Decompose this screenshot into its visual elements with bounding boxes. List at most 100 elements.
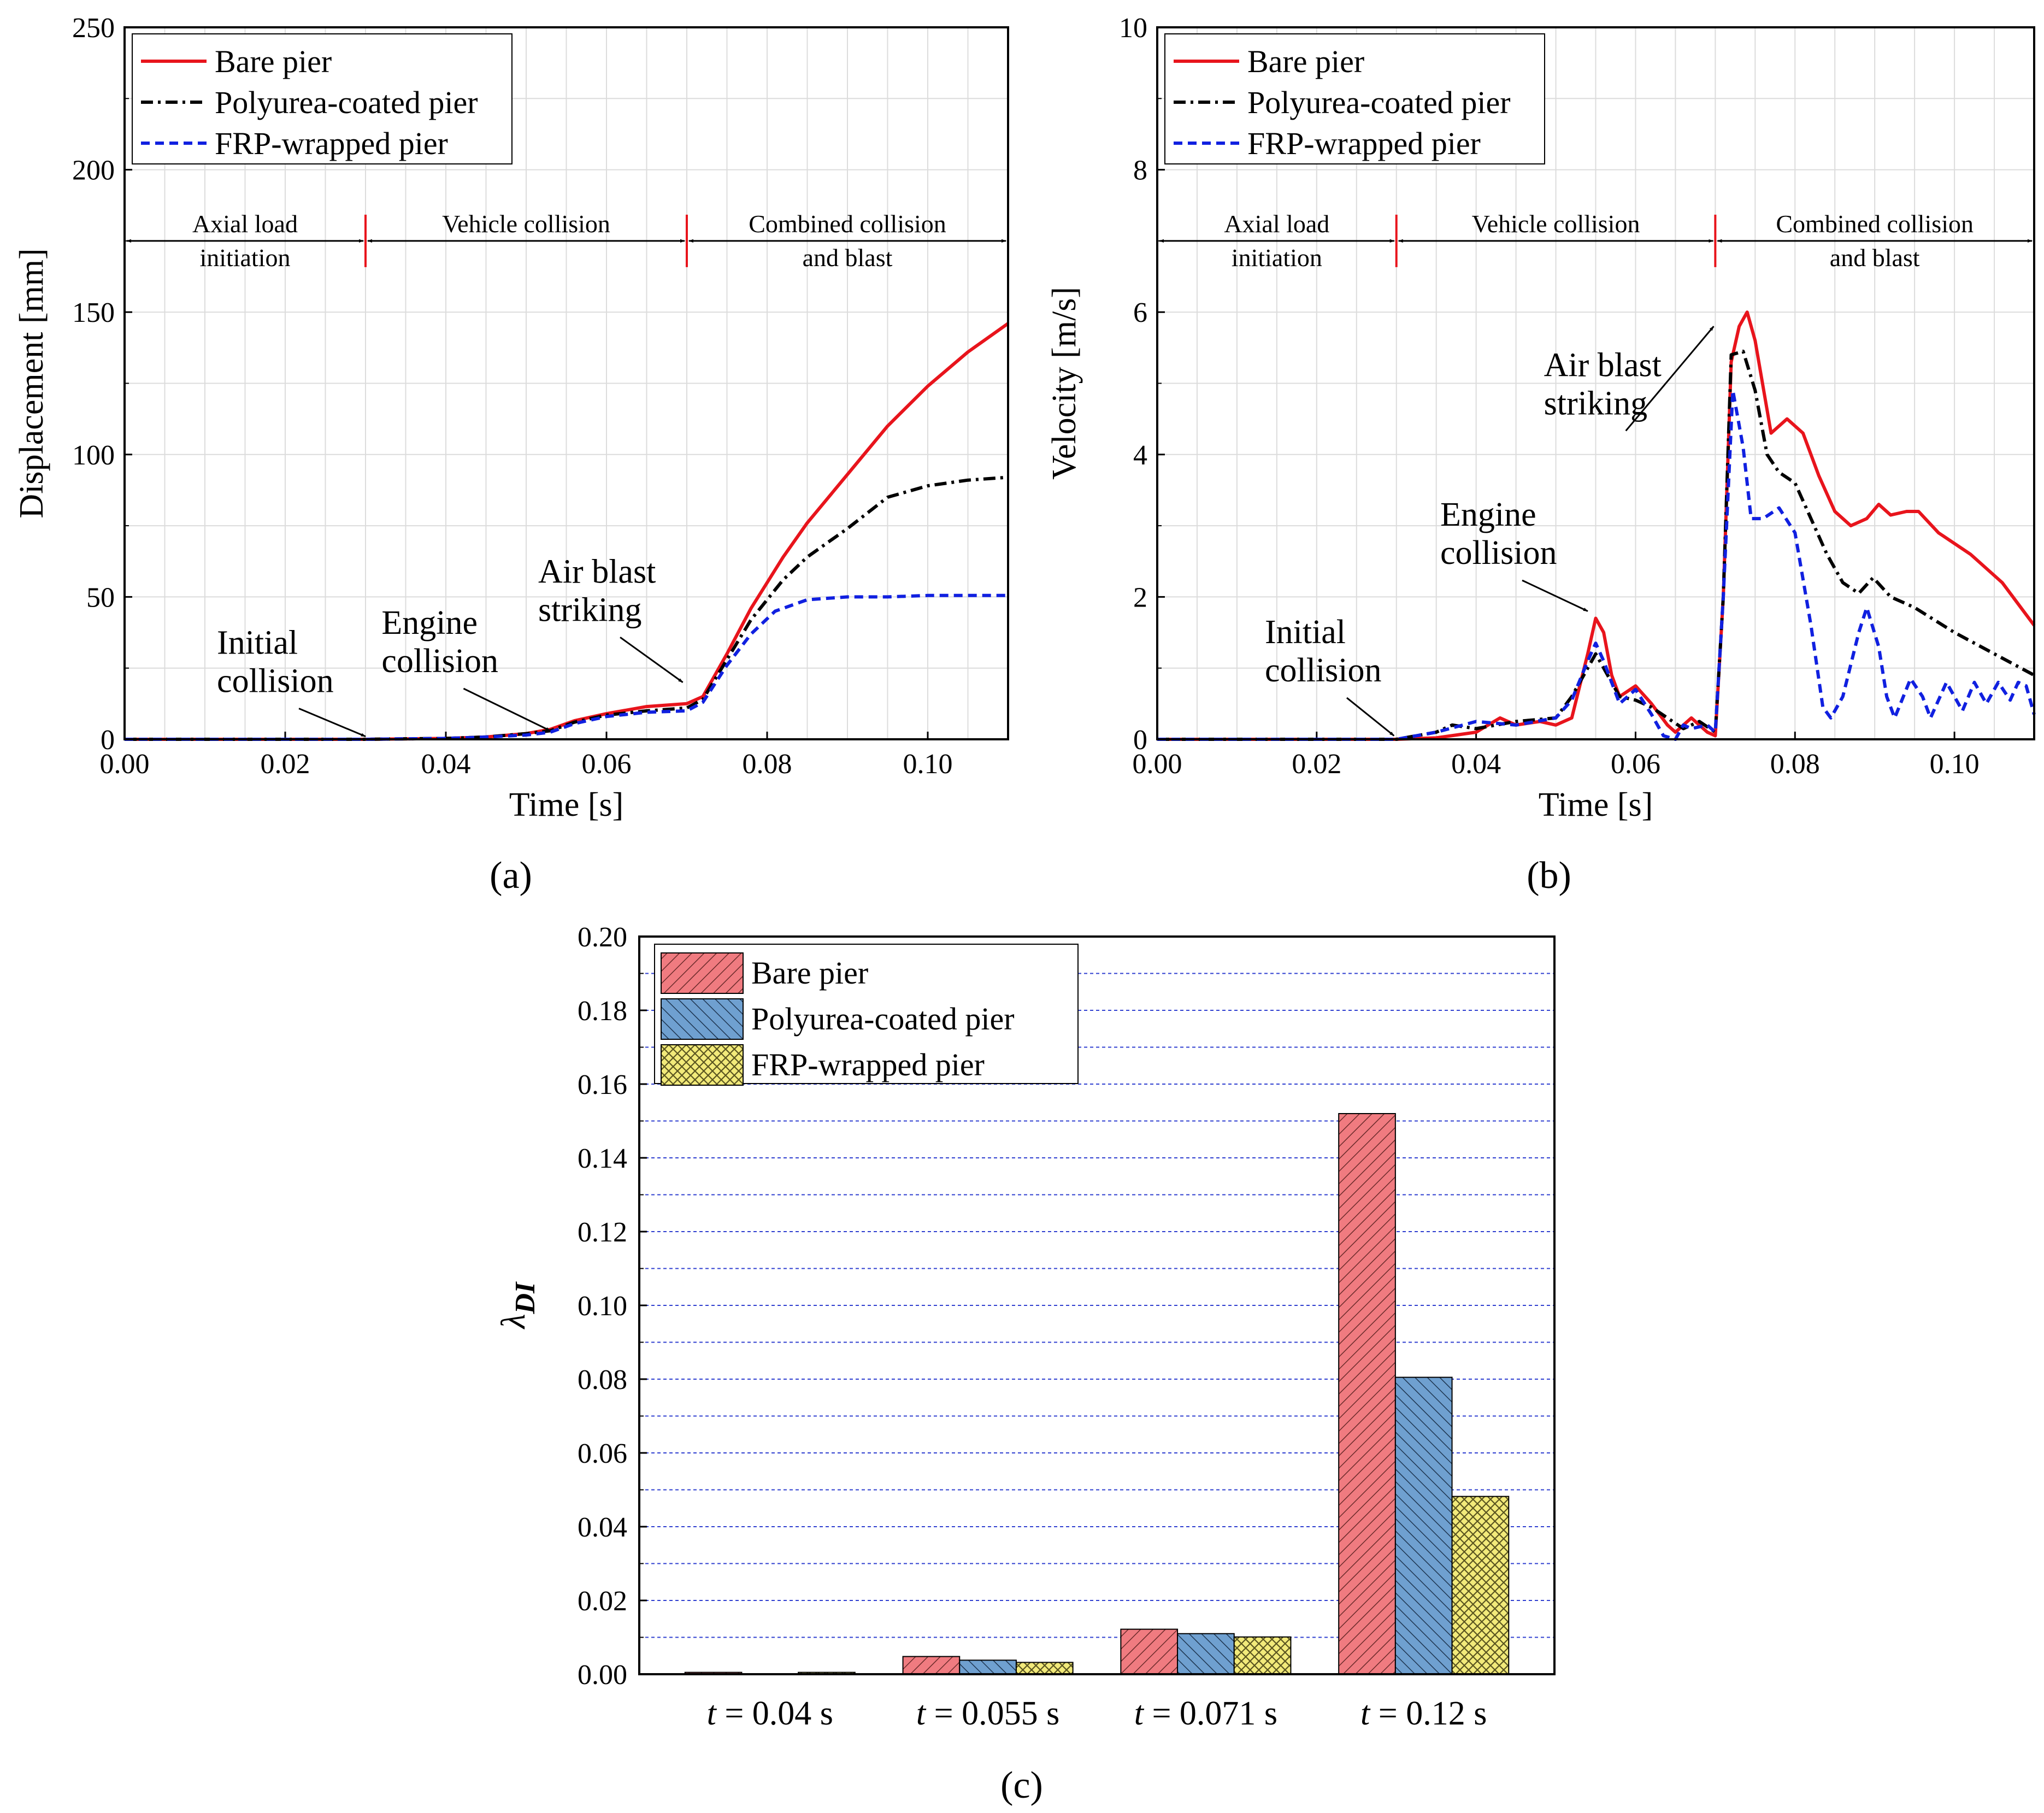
legend-box bbox=[1164, 33, 1545, 164]
y-tick-label: 50 bbox=[86, 582, 115, 613]
bar bbox=[1120, 1628, 1179, 1675]
panel-label-a: (a) bbox=[490, 855, 532, 897]
y-tick-label: 0.06 bbox=[578, 1438, 627, 1469]
annotation-text: Air blast bbox=[1544, 346, 1662, 384]
annotation-arrow bbox=[298, 708, 366, 738]
category-label-t: t bbox=[707, 1695, 717, 1732]
category-label-value: = 0.055 s bbox=[926, 1695, 1059, 1732]
y-axis-label-subscript: DI bbox=[510, 1281, 541, 1315]
y-tick-label: 8 bbox=[1133, 155, 1147, 186]
y-tick-label: 0.08 bbox=[578, 1364, 627, 1396]
series-line bbox=[125, 475, 1009, 741]
legend-label: Polyurea-coated pier bbox=[215, 85, 478, 120]
legend-swatch bbox=[661, 998, 744, 1040]
annotation-arrow bbox=[1522, 579, 1588, 612]
legend-swatch bbox=[661, 952, 744, 994]
category-label-value: = 0.04 s bbox=[716, 1695, 833, 1732]
annotation-text: collision bbox=[1440, 534, 1557, 572]
annotation-text: collision bbox=[381, 643, 498, 680]
y-tick-label: 0 bbox=[101, 725, 115, 756]
x-tick-label: 0.00 bbox=[100, 749, 150, 780]
legend-label: Bare pier bbox=[215, 44, 332, 79]
y-tick-label: 10 bbox=[1119, 13, 1147, 44]
series-line bbox=[1157, 310, 2036, 741]
phase-label: Combined collision bbox=[1776, 210, 1974, 238]
phase-label: Vehicle collision bbox=[1472, 210, 1640, 238]
annotation-text: striking bbox=[1544, 385, 1647, 422]
legend-label: FRP-wrapped pier bbox=[1247, 126, 1481, 161]
series-line bbox=[1157, 388, 2036, 741]
legend-box bbox=[132, 33, 513, 164]
y-axis-label-symbol: λ bbox=[495, 1314, 532, 1329]
x-tick-label: 0.06 bbox=[582, 749, 632, 780]
category-label-t: t bbox=[1360, 1695, 1371, 1732]
y-tick-label: 100 bbox=[72, 440, 115, 471]
y-tick-label: 0.10 bbox=[578, 1291, 627, 1322]
plot-frame bbox=[1156, 26, 2035, 740]
category-label: t = 0.055 s bbox=[916, 1695, 1059, 1732]
y-tick-label: 0.12 bbox=[578, 1217, 627, 1248]
x-tick-label: 0.10 bbox=[903, 749, 953, 780]
bar bbox=[959, 1659, 1017, 1675]
x-tick-label: 0.04 bbox=[421, 749, 471, 780]
phase-label: Combined collision bbox=[749, 210, 946, 238]
series-line bbox=[125, 322, 1009, 741]
category-label-t: t bbox=[1134, 1695, 1145, 1732]
legend-label: Polyurea-coated pier bbox=[1247, 85, 1511, 120]
phase-label: Vehicle collision bbox=[442, 210, 610, 238]
category-label-t: t bbox=[916, 1695, 927, 1732]
y-tick-label: 4 bbox=[1133, 440, 1147, 471]
y-tick-label: 0.16 bbox=[578, 1069, 627, 1100]
annotation-text: Engine bbox=[1440, 496, 1536, 533]
y-tick-label: 2 bbox=[1133, 582, 1147, 613]
annotation-arrow bbox=[620, 637, 684, 683]
velocity-chart: 0.00 0.02 0.04 0.06 0.08 0.10 0 2 4 6 8 10 Axial loa… bbox=[1046, 13, 2036, 823]
annotation-text: collision bbox=[1265, 652, 1382, 689]
x-tick-label: 0.02 bbox=[1292, 749, 1341, 780]
y-tick-label: 6 bbox=[1133, 297, 1147, 328]
plot-frame bbox=[638, 935, 1556, 1675]
panel-label-c: (c) bbox=[1000, 1764, 1043, 1806]
annotation-text: Air blast bbox=[538, 553, 656, 590]
x-tick-label: 0.02 bbox=[261, 749, 310, 780]
y-tick-label: 200 bbox=[72, 155, 115, 186]
annotation-text: collision bbox=[217, 663, 334, 700]
bar bbox=[902, 1656, 961, 1675]
y-axis-label: λDI bbox=[495, 1281, 541, 1329]
x-axis-label: Time [s] bbox=[509, 786, 624, 823]
category-label: t = 0.12 s bbox=[1360, 1695, 1487, 1732]
phase-label: Axial load bbox=[1224, 210, 1329, 238]
category-label: t = 0.071 s bbox=[1134, 1695, 1277, 1732]
legend-label: FRP-wrapped pier bbox=[215, 126, 448, 161]
phase-label: and blast bbox=[1830, 244, 1920, 272]
phase-label: and blast bbox=[803, 244, 893, 272]
y-tick-label: 0.02 bbox=[578, 1586, 627, 1617]
y-tick-label: 0 bbox=[1133, 725, 1147, 756]
phase-label: initiation bbox=[1232, 244, 1322, 272]
bar bbox=[1015, 1662, 1074, 1675]
y-axis-label: Velocity [m/s] bbox=[1046, 287, 1083, 480]
bar bbox=[1177, 1633, 1235, 1675]
displacement-chart: 0.00 0.02 0.04 0.06 0.08 0.10 0 50 100 150 200 250 A… bbox=[13, 13, 1009, 823]
phase-label: Axial load bbox=[192, 210, 298, 238]
y-tick-label: 0.04 bbox=[578, 1512, 627, 1543]
annotation-text: striking bbox=[538, 591, 641, 628]
annotation-text: Engine bbox=[381, 604, 478, 641]
bar bbox=[1451, 1496, 1510, 1675]
category-label-value: = 0.071 s bbox=[1144, 1695, 1277, 1732]
category-label: t = 0.04 s bbox=[707, 1695, 833, 1732]
legend-label: Bare pier bbox=[751, 955, 868, 991]
plot-frame bbox=[123, 26, 1009, 740]
y-tick-label: 250 bbox=[72, 13, 115, 44]
annotation-arrow bbox=[1625, 326, 1715, 432]
x-tick-label: 0.00 bbox=[1133, 749, 1182, 780]
annotation-arrow bbox=[1346, 697, 1395, 737]
x-tick-label: 0.08 bbox=[743, 749, 792, 780]
annotation-arrow bbox=[463, 687, 551, 732]
y-tick-label: 0.18 bbox=[578, 996, 627, 1027]
category-label-value: = 0.12 s bbox=[1370, 1695, 1487, 1732]
y-tick-label: 150 bbox=[72, 297, 115, 328]
x-tick-label: 0.08 bbox=[1770, 749, 1820, 780]
y-tick-label: 0.14 bbox=[578, 1143, 627, 1174]
legend-swatch bbox=[661, 1044, 744, 1086]
